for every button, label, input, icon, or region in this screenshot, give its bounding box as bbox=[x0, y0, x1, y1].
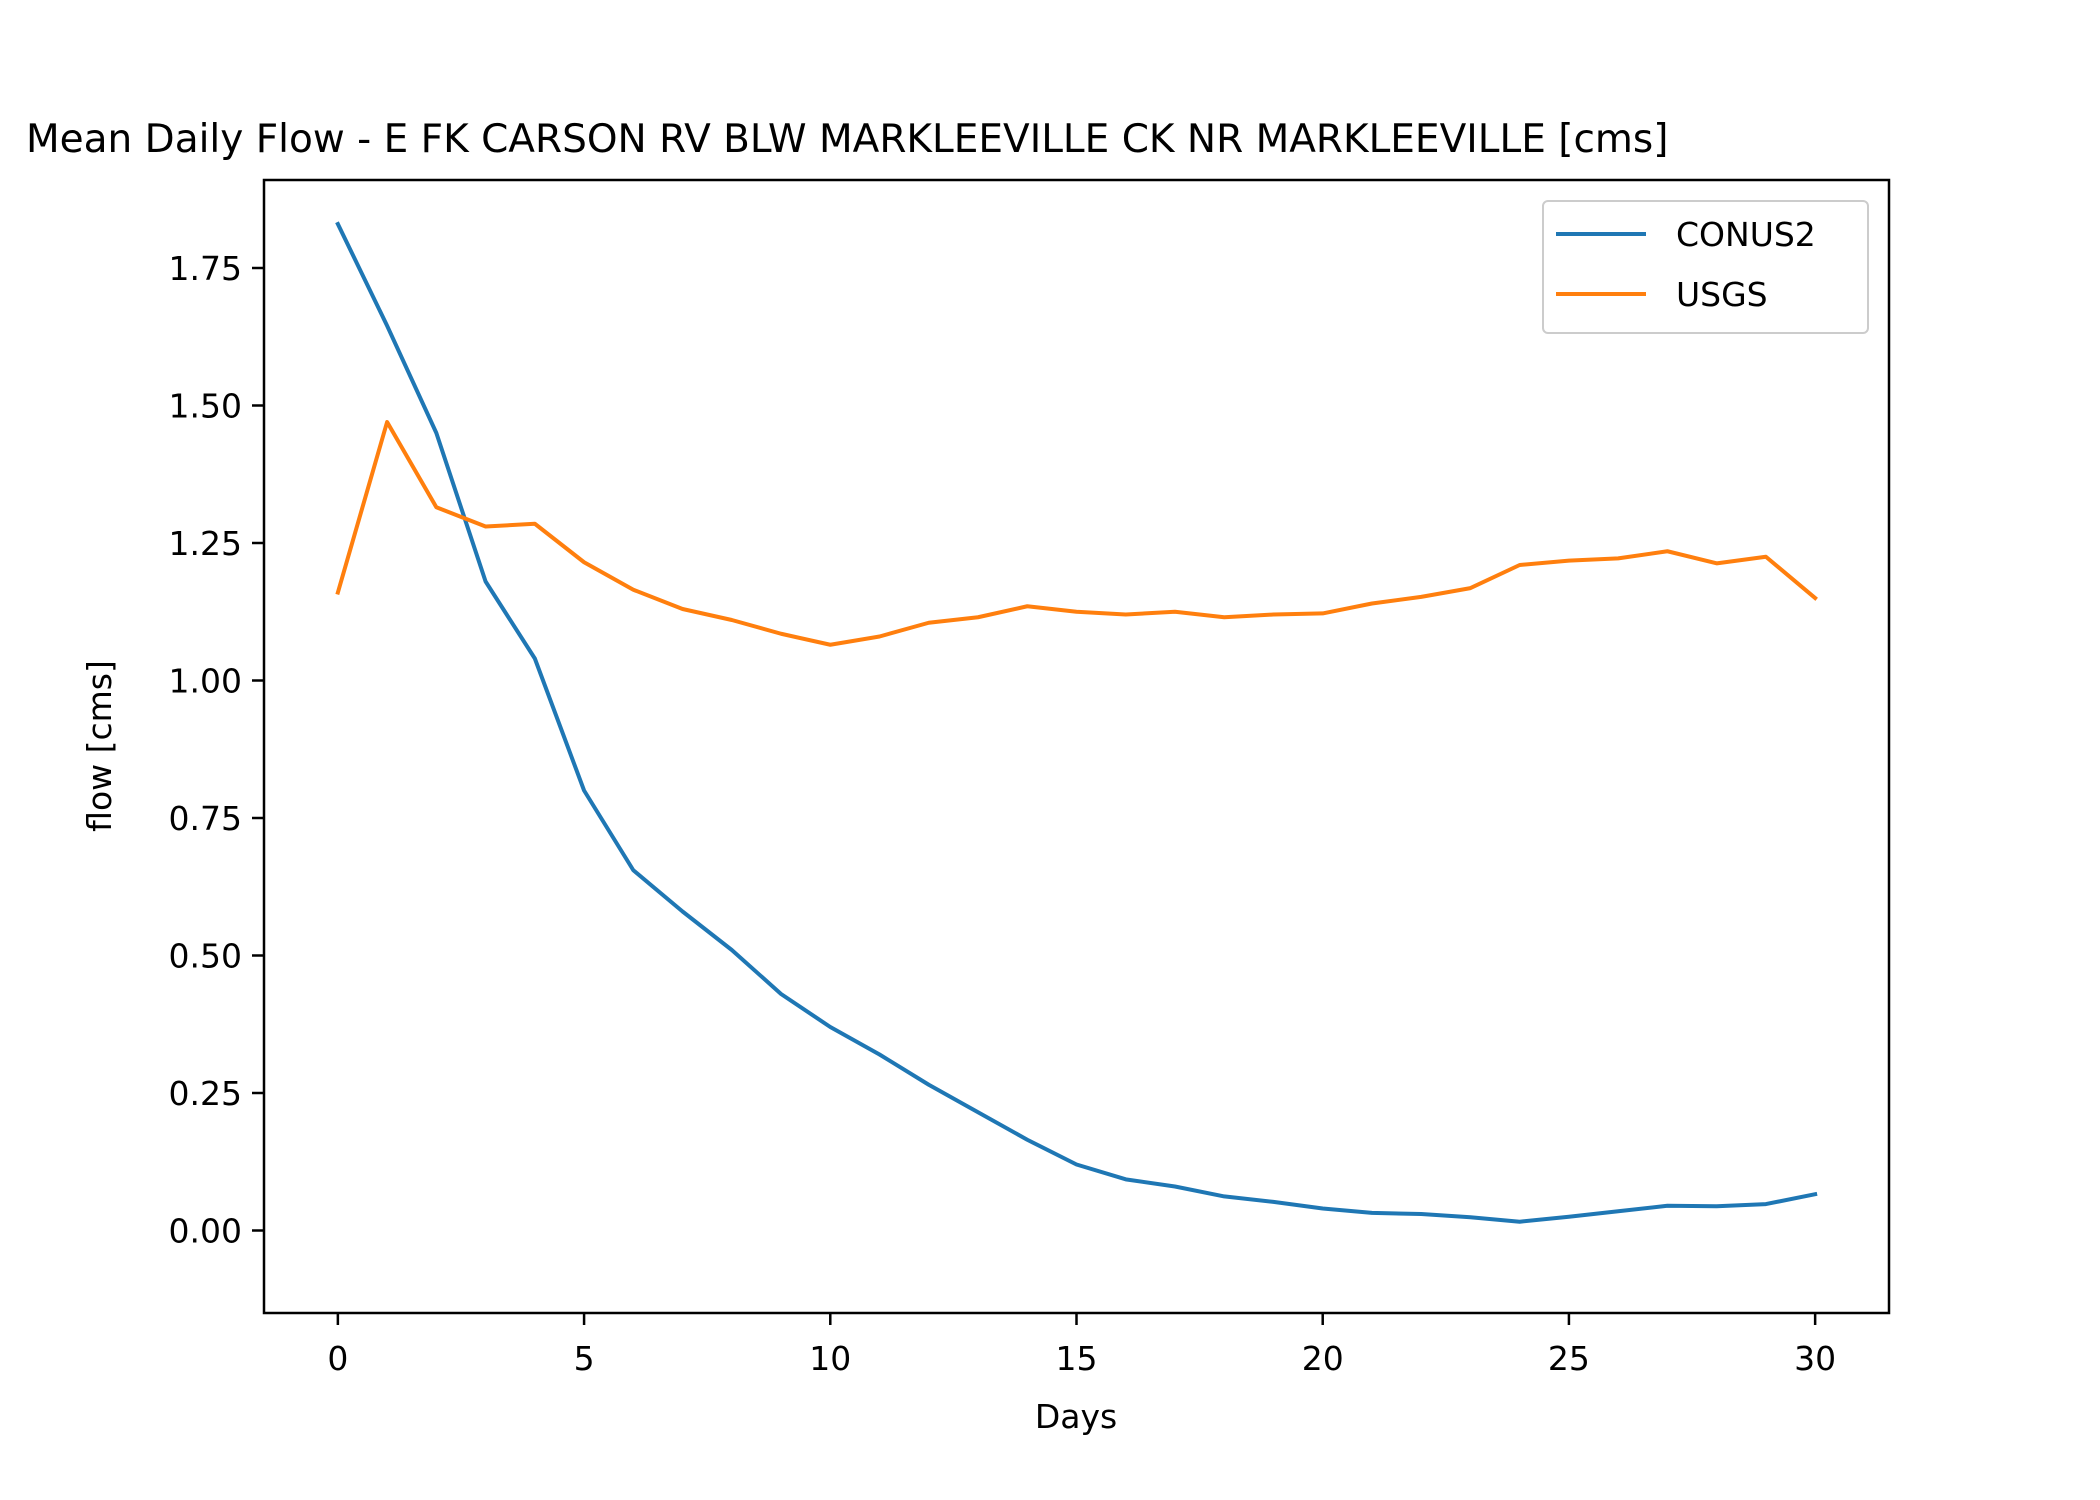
plot-area bbox=[262, 178, 1891, 1315]
x-tick-label: 30 bbox=[1794, 1339, 1836, 1378]
x-tick-label: 15 bbox=[1056, 1339, 1098, 1378]
x-tick-label: 5 bbox=[574, 1339, 595, 1378]
legend: CONUS2 USGS bbox=[1542, 200, 1869, 334]
series-line-conus2 bbox=[335, 221, 1818, 1224]
y-tick-label: 1.75 bbox=[169, 249, 242, 288]
y-axis-label: flow [cms] bbox=[80, 660, 119, 832]
x-axis: 0 5 10 15 20 25 30 bbox=[327, 1313, 1836, 1378]
x-tick-label: 25 bbox=[1548, 1339, 1590, 1378]
series-line-usgs bbox=[335, 420, 1818, 647]
legend-label-conus2: CONUS2 bbox=[1676, 215, 1816, 254]
legend-label-usgs: USGS bbox=[1676, 275, 1768, 314]
x-axis-label: Days bbox=[1035, 1397, 1117, 1436]
y-tick-label: 0.75 bbox=[169, 799, 242, 838]
chart-title: Mean Daily Flow - E FK CARSON RV BLW MAR… bbox=[26, 117, 1668, 162]
y-tick-label: 0.25 bbox=[169, 1074, 242, 1113]
y-axis: 0.00 0.25 0.50 0.75 1.00 1.25 1.50 1.75 bbox=[169, 249, 264, 1251]
y-tick-label: 1.00 bbox=[169, 662, 242, 701]
x-tick-label: 10 bbox=[809, 1339, 851, 1378]
series-layer bbox=[335, 221, 1818, 1224]
x-tick-label: 20 bbox=[1302, 1339, 1344, 1378]
y-tick-label: 0.00 bbox=[169, 1212, 242, 1251]
y-tick-label: 1.25 bbox=[169, 524, 242, 563]
y-tick-label: 1.50 bbox=[169, 387, 242, 426]
x-tick-label: 0 bbox=[327, 1339, 348, 1378]
y-tick-label: 0.50 bbox=[169, 937, 242, 976]
